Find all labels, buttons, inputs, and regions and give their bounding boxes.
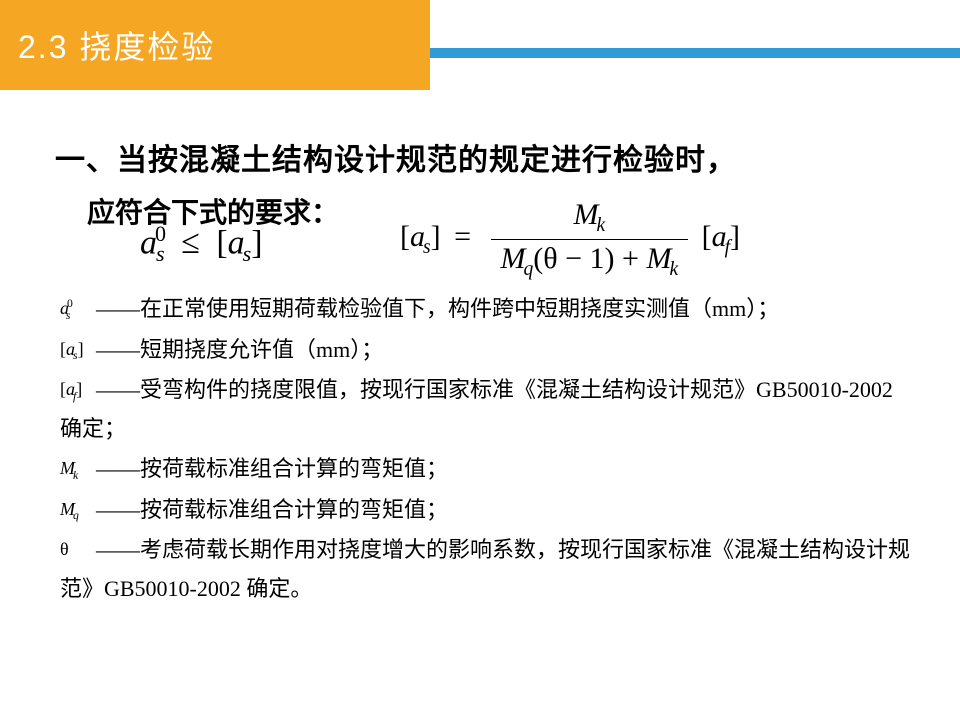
definitions-list: a0s——在正常使用短期荷载检验值下，构件跨中短期挠度实测值（mm）； [as]… xyxy=(60,290,910,610)
f1-rhs-sub: s xyxy=(243,241,252,266)
def5-symbol: Mq xyxy=(60,494,90,527)
main-text-line1: 一、当按混凝土结构设计规范的规定进行检验时， xyxy=(55,135,915,179)
f2-eq: = xyxy=(454,220,471,253)
f2-den-M1: M xyxy=(501,242,526,275)
formula-inequality: a0s ≤ [as] xyxy=(140,221,263,267)
def6-symbol: θ xyxy=(60,534,90,566)
def-row-3: [af]——受弯构件的挠度限值，按现行国家标准《混凝土结构设计规范》GB5001… xyxy=(60,371,910,448)
accent-line xyxy=(430,48,960,58)
def4-text: ——按荷载标准组合计算的弯矩值； xyxy=(96,456,448,481)
f2-fraction: Mk Mq(θ − 1) + Mk xyxy=(491,198,689,281)
f2-lhs-sub: s xyxy=(423,237,431,258)
def1-text: ——在正常使用短期荷载检验值下，构件跨中短期挠度实测值（mm）； xyxy=(96,296,779,321)
header-bar: 2.3 挠度检验 xyxy=(0,0,430,90)
def3-text: ——受弯构件的挠度限值，按现行国家标准《混凝土结构设计规范》GB50010-20… xyxy=(60,377,893,441)
def2-text: ——短期挠度允许值（mm）； xyxy=(96,337,383,362)
f2-den-M2: M xyxy=(646,242,671,275)
f2-num-sub: k xyxy=(596,215,605,236)
header-title: 2.3 挠度检验 xyxy=(18,22,215,68)
f2-num-base: M xyxy=(573,198,598,231)
def3-symbol: [af] xyxy=(60,374,90,407)
def4-symbol: Mk xyxy=(60,453,90,486)
formula-equation: [as] = Mk Mq(θ − 1) + Mk [af] xyxy=(400,198,740,281)
def5-text: ——按荷载标准组合计算的弯矩值； xyxy=(96,497,448,522)
f2-den-M2-sub: k xyxy=(669,259,678,280)
def-row-4: Mk——按荷载标准组合计算的弯矩值； xyxy=(60,450,910,489)
def2-symbol: [as] xyxy=(60,334,90,367)
f1-lhs-sub: s xyxy=(156,241,165,266)
f2-den-M1-sub: q xyxy=(524,259,534,280)
f2-den-mid: (θ − 1) + xyxy=(533,242,646,275)
f1-op: ≤ xyxy=(181,224,200,261)
def-row-5: Mq——按荷载标准组合计算的弯矩值； xyxy=(60,491,910,530)
def6-text: ——考虑荷载长期作用对挠度增大的影响系数，按现行国家标准《混凝土结构设计规范》G… xyxy=(60,537,910,601)
def-row-6: θ——考虑荷载长期作用对挠度增大的影响系数，按现行国家标准《混凝土结构设计规范》… xyxy=(60,531,910,608)
def-row-2: [as]——短期挠度允许值（mm）； xyxy=(60,331,910,370)
def-row-1: a0s——在正常使用短期荷载检验值下，构件跨中短期挠度实测值（mm）； xyxy=(60,290,910,329)
def1-symbol: a0s xyxy=(60,293,90,326)
